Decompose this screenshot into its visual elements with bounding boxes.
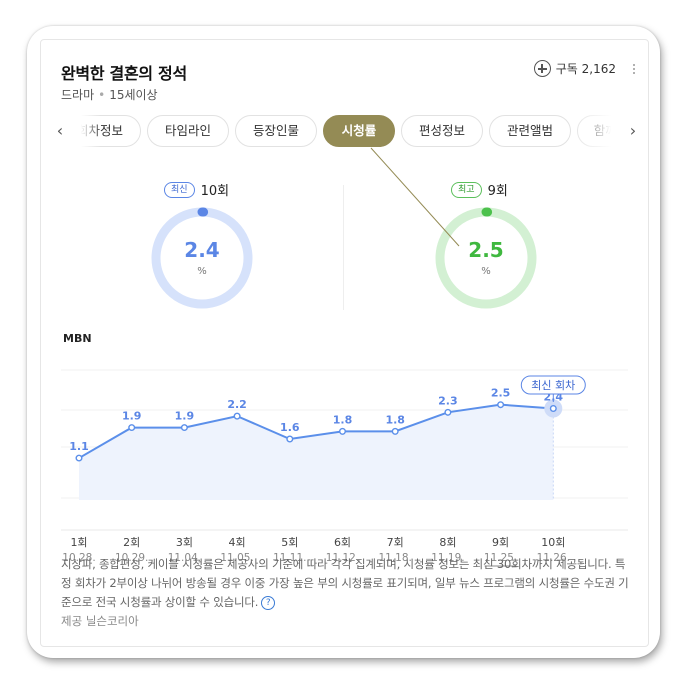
tab-2[interactable]: 등장인물 [235, 115, 317, 147]
best-ring-graphic [435, 207, 537, 309]
subscribe-label: 구독 [555, 62, 578, 76]
series-area [79, 404, 554, 500]
latest-rating-unit: % [197, 266, 207, 277]
tab-5[interactable]: 관련앨범 [489, 115, 571, 147]
tab-4[interactable]: 편성정보 [401, 115, 483, 147]
subscribe-count: 2,162 [581, 61, 616, 76]
x-tick-episode: 10회 [541, 536, 565, 549]
latest-episode: 10회 [200, 184, 230, 199]
data-label: 2.5 [491, 387, 511, 400]
x-tick-episode: 5회 [281, 536, 298, 549]
tab-bar: ‹ 회차정보타임라인등장인물시청률편성정보관련앨범함께 볼 › [51, 115, 638, 149]
data-label: 1.8 [385, 413, 405, 426]
data-point [497, 401, 505, 409]
x-tick-date: 10.29. [115, 552, 148, 564]
x-tick-episode: 4회 [229, 536, 246, 549]
x-tick-date: 11.19. [431, 552, 464, 564]
tabs-fade-right [571, 115, 611, 149]
best-rating-unit: % [481, 266, 491, 277]
data-point [233, 412, 241, 420]
data-label: 1.9 [175, 410, 195, 423]
tab-list: 회차정보타임라인등장인물시청률편성정보관련앨범함께 볼 [81, 115, 611, 149]
program-meta: 드라마 • 15세이상 [61, 86, 158, 103]
tab-3[interactable]: 시청률 [323, 115, 395, 147]
x-tick-episode: 2회 [123, 536, 140, 549]
help-icon[interactable]: ? [261, 595, 276, 610]
data-point [180, 424, 188, 432]
x-tick-episode: 8회 [439, 536, 456, 549]
data-point [444, 408, 452, 416]
x-tick-episode: 1회 [70, 536, 87, 549]
latest-rating-ring: 2.4 % [150, 206, 254, 310]
latest-ring-graphic [151, 207, 253, 309]
chevron-left-icon[interactable]: ‹ [56, 121, 64, 140]
data-point [339, 427, 347, 435]
x-tick-date: 11.04. [168, 552, 201, 564]
plus-icon [533, 60, 551, 77]
tabs-fade-left [81, 115, 101, 149]
x-tick-date: 11.05. [220, 552, 253, 564]
x-tick-episode: 3회 [176, 536, 193, 549]
data-point [128, 424, 136, 432]
data-label: 2.3 [438, 394, 458, 407]
tab-1[interactable]: 타임라인 [147, 115, 229, 147]
program-title[interactable]: 완벽한 결혼의 정석 [61, 64, 187, 83]
latest-header: 최신 10회 [164, 180, 229, 199]
separator-dot: • [98, 88, 106, 102]
data-label: 1.6 [280, 421, 300, 434]
ratings-footnote: 지상파, 종합편성, 케이블 시청률은 제공사의 기준에 따라 각각 집계되며,… [61, 555, 633, 612]
data-point [75, 454, 83, 462]
ratings-card: 완벽한 결혼의 정석 드라마 • 15세이상 구독 2,162 ‹ 회차정보 타임라인… [27, 26, 660, 658]
program-genre: 드라마 [61, 88, 95, 102]
stats-divider [343, 185, 344, 310]
x-tick-date: 11.25. [484, 552, 517, 564]
x-tick-date: 11.18. [378, 552, 411, 564]
data-point [286, 435, 294, 443]
data-label: 1.9 [122, 410, 142, 423]
best-rating-value: 2.5 [468, 238, 504, 262]
data-label: 2.2 [227, 398, 247, 411]
data-point [391, 427, 399, 435]
data-source: 제공 닐슨코리아 [61, 614, 139, 628]
chart-channel-title: MBN [63, 332, 92, 345]
program-rating: 15세이상 [109, 88, 158, 102]
series-line [78, 403, 554, 459]
x-tick-date: 11.12. [326, 552, 359, 564]
data-point [549, 405, 557, 413]
x-tick-episode: 7회 [387, 536, 404, 549]
best-rating-ring: 2.5 % [434, 206, 538, 310]
ratings-panel: 완벽한 결혼의 정석 드라마 • 15세이상 구독 2,162 ‹ 회차정보 타임라인… [40, 39, 649, 647]
annotation-label: 최신 회차 [531, 379, 575, 392]
ratings-line-chart: 1.1 1회 1.9 2회 1.9 3회 2.2 4회 1.6 5회 1.8 6회 1.8 7회 2.3 8회… [61, 369, 628, 567]
x-tick-date: 11.26. [537, 552, 570, 564]
x-tick-episode: 6회 [334, 536, 351, 549]
best-header: 최고 9회 [451, 180, 508, 199]
annotation-bubble [520, 375, 586, 395]
x-tick-date: 10.28. [62, 552, 95, 564]
chevron-right-icon[interactable]: › [629, 121, 637, 140]
more-options-icon[interactable] [632, 62, 636, 78]
latest-rating-value: 2.4 [184, 238, 220, 262]
data-label: 1.1 [69, 440, 89, 453]
tab-pointer-line [370, 147, 460, 247]
x-tick-episode: 9회 [492, 536, 509, 549]
best-badge: 최고 [451, 181, 482, 198]
best-episode: 9회 [487, 184, 508, 199]
footnote-text: 지상파, 종합편성, 케이블 시청률은 제공사의 기준에 따라 각각 집계되며,… [61, 557, 629, 609]
subscribe-button[interactable]: 구독 2,162 [533, 60, 616, 77]
data-label: 1.8 [333, 413, 353, 426]
latest-badge: 최신 [164, 181, 195, 198]
x-tick-date: 11.11. [273, 552, 306, 564]
